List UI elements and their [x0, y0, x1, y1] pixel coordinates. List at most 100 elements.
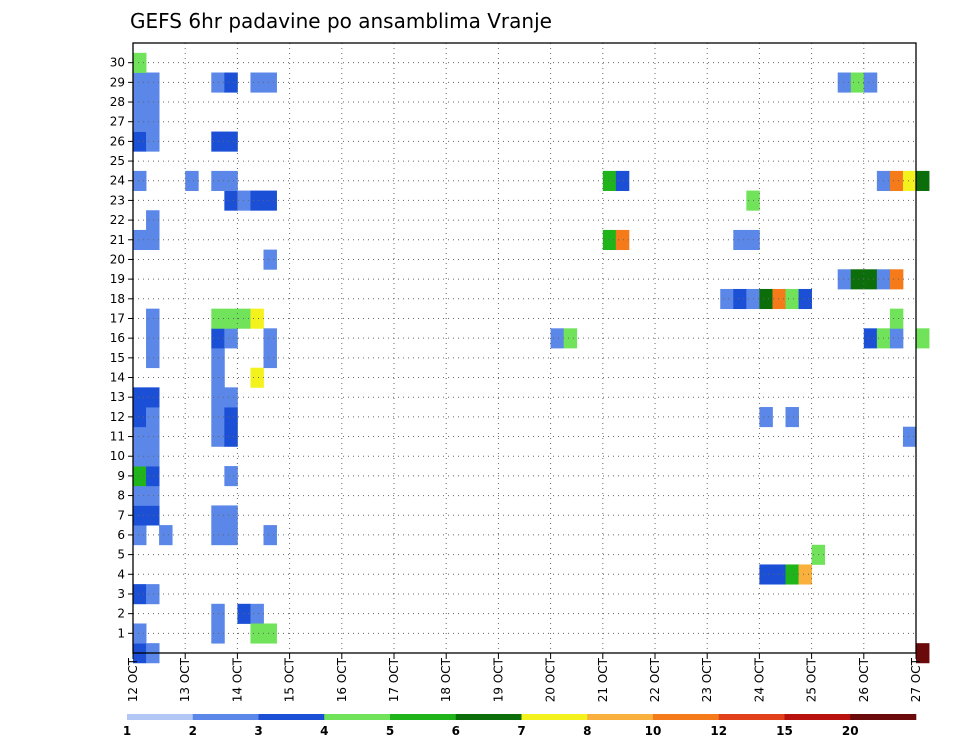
heatmap-cell [224, 387, 237, 407]
heatmap-cell [224, 466, 237, 486]
heatmap-cell [616, 171, 629, 191]
y-tick-label: 23 [110, 193, 125, 207]
grid-lines [133, 43, 916, 653]
heatmap-cell [133, 73, 146, 93]
y-tick-label: 28 [110, 95, 125, 109]
x-tick-label: 14 OCT [230, 657, 244, 702]
heatmap-cell [250, 623, 263, 643]
y-tick-label: 24 [110, 174, 125, 188]
colorbar-label: 1 [123, 724, 131, 738]
heatmap-cell [224, 427, 237, 447]
heatmap-cell [916, 171, 929, 191]
heatmap-cell [603, 230, 616, 250]
chart-title: GEFS 6hr padavine po ansamblima Vranje [130, 9, 552, 33]
y-tick-label: 27 [110, 115, 125, 129]
y-tick-label: 9 [117, 469, 125, 483]
heatmap-cell [759, 564, 772, 584]
colorbar-swatch [259, 714, 325, 720]
heatmap-cell [616, 230, 629, 250]
heatmap-cell [264, 348, 277, 368]
heatmap-cell [890, 269, 903, 289]
heatmap-cell [224, 525, 237, 545]
colorbar-label: 20 [842, 724, 859, 738]
heatmap-cell [250, 73, 263, 93]
y-tick-label: 13 [110, 390, 125, 404]
colorbar-swatch [850, 714, 916, 720]
x-tick-label: 20 OCT [544, 657, 558, 702]
heatmap-cell [903, 427, 916, 447]
heatmap-cell [851, 269, 864, 289]
heatmap-cell [133, 230, 146, 250]
y-tick-label: 6 [117, 528, 125, 542]
heatmap-cell [799, 289, 812, 309]
heatmap-cell [786, 289, 799, 309]
x-tick-label: 23 OCT [700, 657, 714, 702]
heatmap-cell [224, 132, 237, 152]
y-tick-label: 8 [117, 489, 125, 503]
heatmap-cell [264, 250, 277, 270]
colorbar-label: 2 [189, 724, 197, 738]
heatmap-cell [133, 446, 146, 466]
heatmap-cell [224, 73, 237, 93]
heatmap-cell [133, 112, 146, 132]
heatmap-cell [838, 269, 851, 289]
heatmap-cell [224, 505, 237, 525]
y-tick-label: 16 [110, 331, 125, 345]
heatmap-cell [133, 623, 146, 643]
y-tick-label: 26 [110, 134, 125, 148]
y-tick-label: 18 [110, 292, 125, 306]
y-tick-label: 1 [117, 626, 125, 640]
heatmap-cell [224, 171, 237, 191]
colorbar-label: 7 [517, 724, 525, 738]
y-tick-label: 21 [110, 233, 125, 247]
heatmap-cell [250, 309, 263, 329]
colorbar-label: 12 [710, 724, 727, 738]
heatmap-cell [133, 387, 146, 407]
colorbar-label: 10 [645, 724, 662, 738]
heatmap-cell [916, 328, 929, 348]
x-tick-label: 18 OCT [439, 657, 453, 702]
x-tick-label: 22 OCT [648, 657, 662, 702]
y-tick-label: 3 [117, 587, 125, 601]
heatmap-cell [890, 309, 903, 329]
y-tick-label: 14 [110, 371, 125, 385]
y-tick-label: 11 [110, 430, 125, 444]
x-tick-label: 26 OCT [857, 657, 871, 702]
x-tick-label: 25 OCT [805, 657, 819, 702]
x-tick-label: 17 OCT [387, 657, 401, 702]
heatmap-cell [264, 623, 277, 643]
heatmap-cell [864, 269, 877, 289]
colorbar-label: 15 [776, 724, 793, 738]
y-tick-label: 5 [117, 548, 125, 562]
x-tick-label: 21 OCT [596, 657, 610, 702]
heatmap-cell [133, 466, 146, 486]
plot-frame [133, 43, 916, 653]
heatmap-cell [264, 525, 277, 545]
heatmap-cell [133, 486, 146, 506]
heatmap-cell [224, 407, 237, 427]
heatmap-cell [250, 604, 263, 624]
heatmap-cell [133, 132, 146, 152]
colorbar-swatch [193, 714, 259, 720]
colorbar-label: 8 [583, 724, 591, 738]
heatmap-cell [159, 525, 172, 545]
x-tick-label: 13 OCT [178, 657, 192, 702]
y-tick-label: 29 [110, 75, 125, 89]
colorbar-swatch [785, 714, 851, 720]
x-tick-label: 24 OCT [752, 657, 766, 702]
colorbar-swatch [127, 714, 193, 720]
heatmap-cell [864, 73, 877, 93]
y-tick-label: 22 [110, 213, 125, 227]
precipitation-ensemble-chart: GEFS 6hr padavine po ansamblima Vranje 1… [0, 0, 960, 742]
heatmap-cell [185, 171, 198, 191]
y-tick-label: 25 [110, 154, 125, 168]
x-tick-label: 19 OCT [491, 657, 505, 702]
heatmap-cell [264, 328, 277, 348]
colorbar-label: 3 [254, 724, 262, 738]
y-tick-label: 2 [117, 607, 125, 621]
y-tick-label: 15 [110, 351, 125, 365]
colorbar-swatch [390, 714, 456, 720]
colorbar-swatch [522, 714, 588, 720]
colorbar-label: 4 [320, 724, 328, 738]
heatmap-cell [551, 328, 564, 348]
